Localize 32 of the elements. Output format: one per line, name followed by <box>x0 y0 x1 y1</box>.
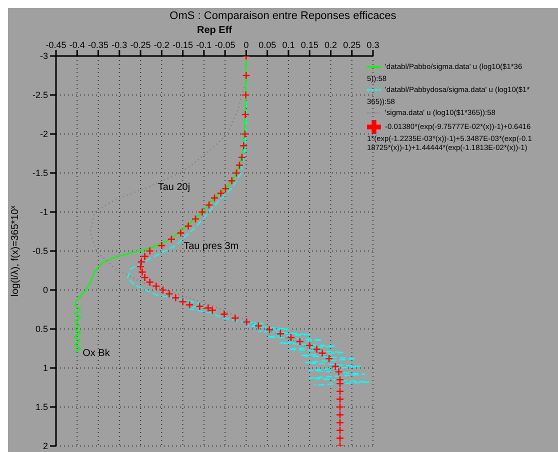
x-tick-label: -0.15 <box>172 40 194 50</box>
x-tick-label: 0.25 <box>343 40 361 50</box>
annotation: Tau pres 3m <box>184 241 239 252</box>
x-tick-label: -0.05 <box>214 40 236 50</box>
y-tick-label: 0.5 <box>35 324 48 334</box>
x-tick-label: -0.4 <box>69 40 85 50</box>
x-tick-label: -0.45 <box>46 40 66 50</box>
x-tick-label: 0.2 <box>324 40 337 50</box>
y-tick-label: -3 <box>40 51 48 62</box>
x-tick-label: -0.35 <box>88 40 109 50</box>
annotation: Tau 20j <box>158 182 190 193</box>
y-tick-label: 2 <box>42 441 48 452</box>
y-tick-label: -1.5 <box>32 168 48 178</box>
x-tick-label: -0.25 <box>130 40 151 50</box>
chart-title: OmS : Comparaison entre Reponses efficaces <box>168 10 398 22</box>
y-tick-label: -1 <box>40 207 48 218</box>
x-axis-title: Rep Eff <box>197 25 233 36</box>
y-tick-label: 1 <box>42 363 48 374</box>
x-tick-label: 0.15 <box>300 40 318 50</box>
x-tick-label: -0.2 <box>154 40 170 50</box>
y-tick-label: -0.5 <box>32 246 48 256</box>
annotation: Ox Bk <box>82 348 111 359</box>
x-tick-label: -0.3 <box>112 40 128 50</box>
y-tick-label: 0 <box>42 285 48 296</box>
x-tick-label: 0.3 <box>366 40 380 50</box>
y-tick-label: 1.5 <box>35 402 48 412</box>
y-tick-label: -2.5 <box>32 90 48 100</box>
x-tick-label: -0.1 <box>196 40 212 50</box>
x-tick-label: 0 <box>244 40 249 50</box>
y-tick-label: -2 <box>40 129 48 140</box>
x-tick-label: 0.05 <box>258 40 276 50</box>
x-tick-label: 0.1 <box>282 40 295 50</box>
